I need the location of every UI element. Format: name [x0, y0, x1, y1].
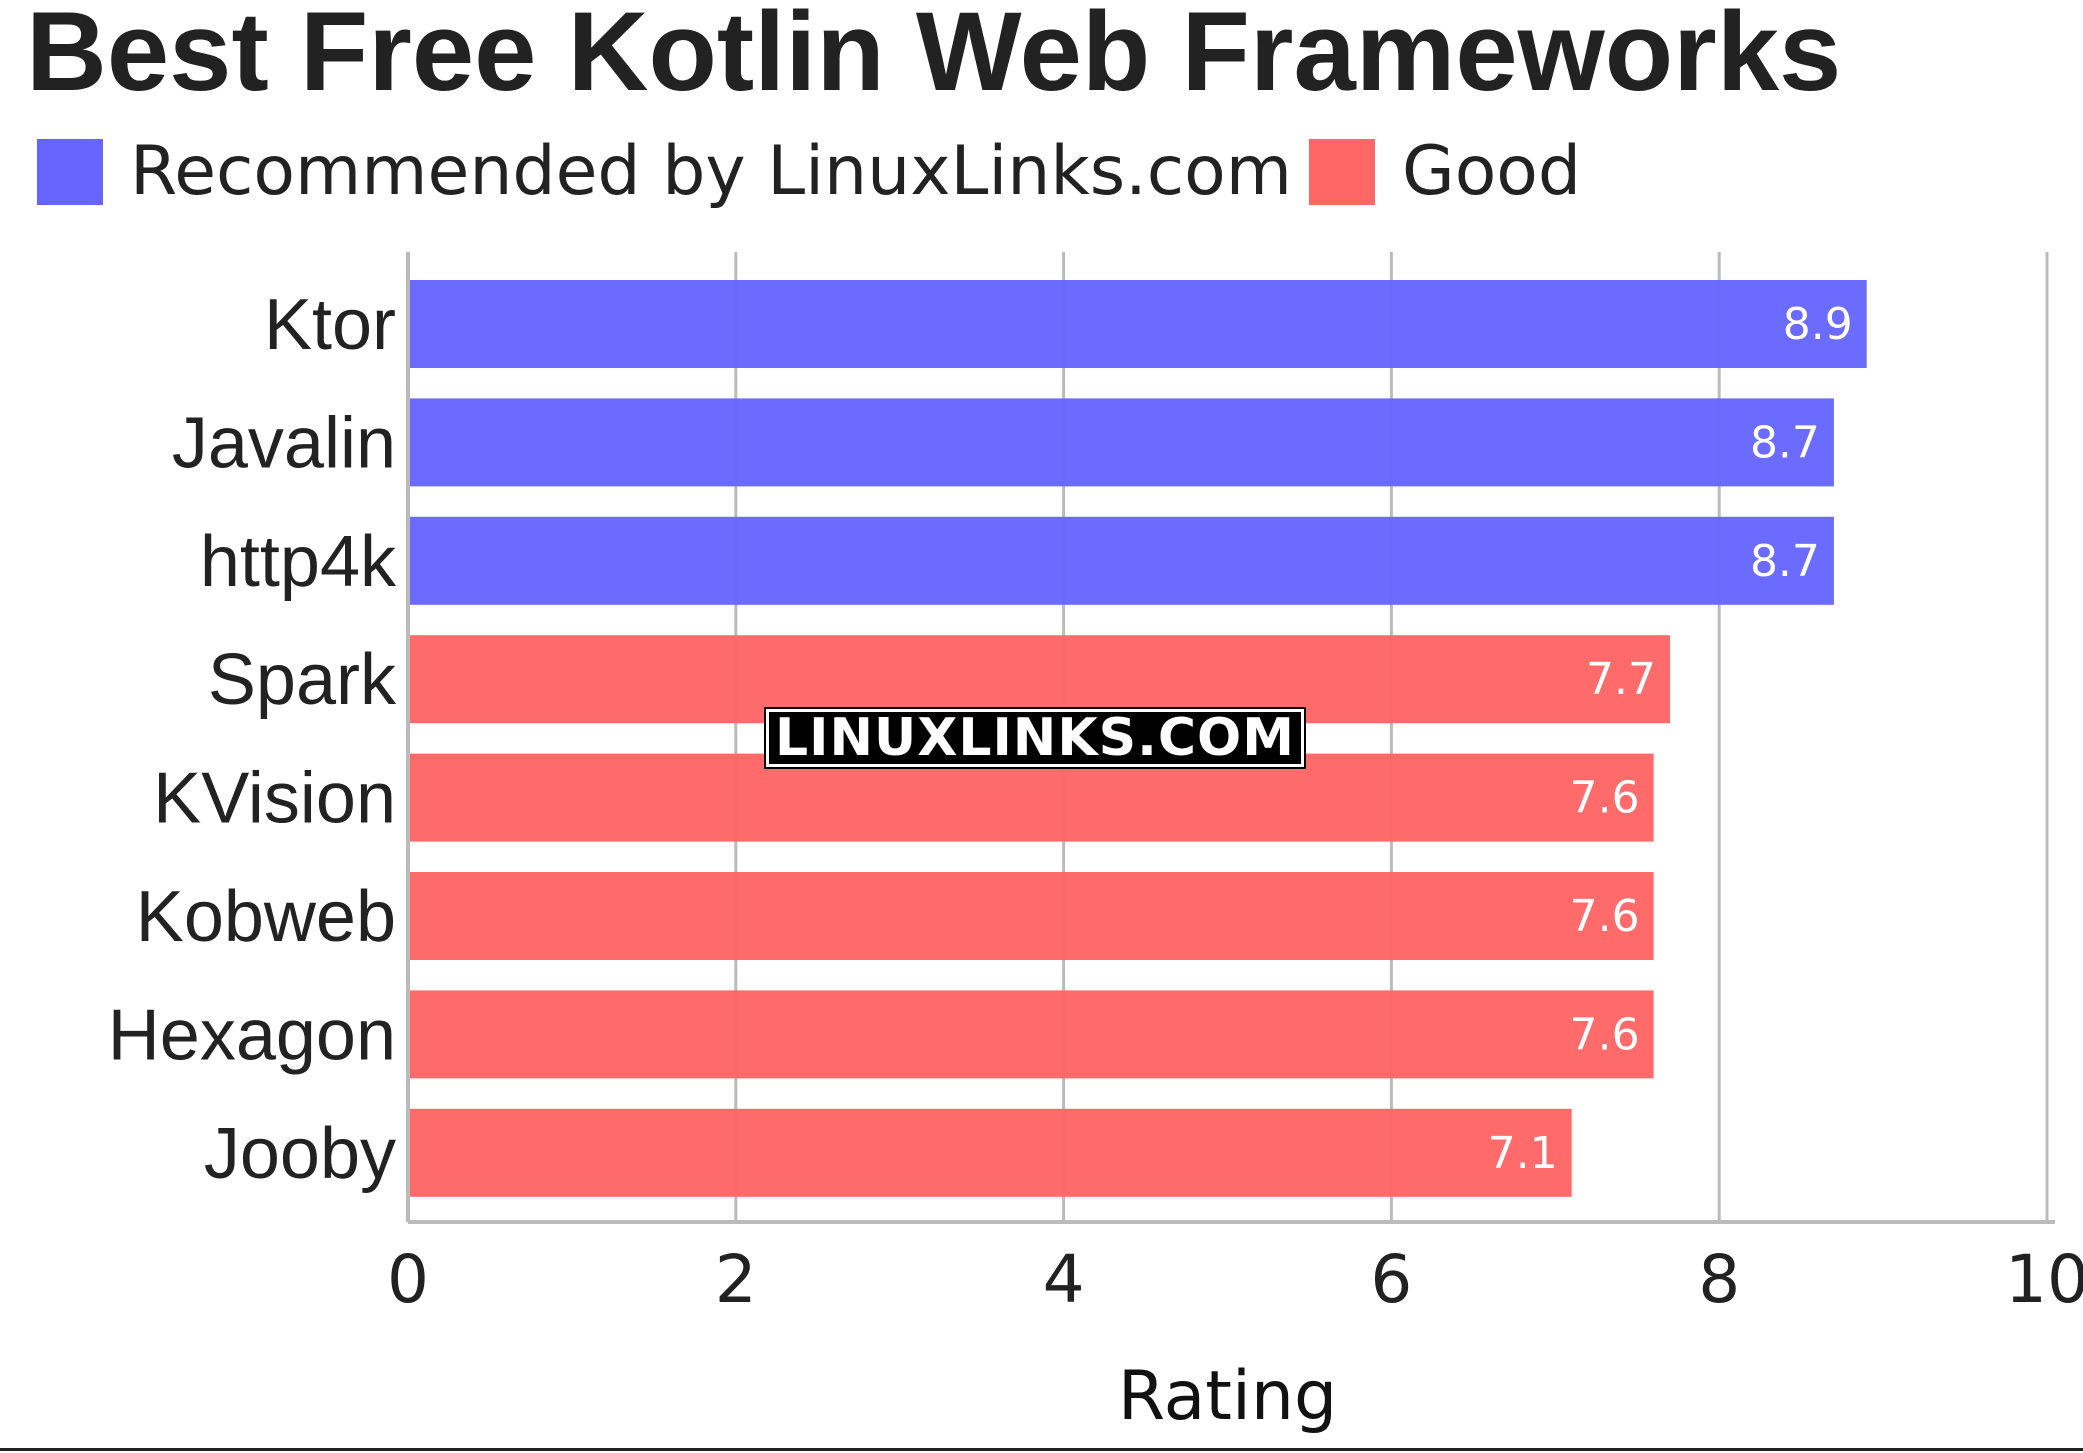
x-tick-label-2: 2 — [715, 1241, 757, 1318]
bar-kvision — [408, 753, 1654, 842]
bars: 8.9 8.7 8.7 7.7 7.6 7.6 7.6 7.1 — [408, 280, 1867, 1197]
x-tick-label-6: 6 — [1370, 1241, 1412, 1318]
bar-spark — [408, 635, 1671, 724]
legend-item-good: Good — [1309, 136, 1581, 208]
bottom-divider — [0, 1448, 2083, 1451]
bar-ktor — [408, 280, 1867, 368]
bar-jooby — [408, 1108, 1572, 1197]
watermark-logo: LINUXLINKS.COM — [764, 707, 1306, 769]
category-label-javalin: Javalin — [172, 403, 396, 483]
legend-swatch-good — [1309, 139, 1375, 205]
category-label-ktor: Ktor — [264, 285, 396, 365]
x-tick-label-8: 8 — [1698, 1241, 1740, 1318]
bar-hexagon — [408, 990, 1654, 1079]
legend-swatch-recommended — [37, 139, 103, 205]
category-label-kobweb: Kobweb — [136, 877, 396, 957]
value-label-ktor: 8.9 — [1783, 299, 1853, 350]
x-tick-label-0: 0 — [387, 1241, 429, 1318]
category-label-kvision: KVision — [153, 759, 396, 839]
x-axis-title: Rating — [1118, 1357, 1337, 1436]
x-tick-label-4: 4 — [1043, 1241, 1085, 1318]
legend-item-recommended: Recommended by LinuxLinks.com — [37, 136, 1292, 208]
value-label-spark: 7.7 — [1586, 654, 1656, 705]
value-label-hexagon: 7.6 — [1570, 1009, 1640, 1060]
category-label-http4k: http4k — [200, 522, 397, 602]
value-label-javalin: 8.7 — [1750, 417, 1820, 468]
legend-label-good: Good — [1402, 132, 1582, 211]
bar-javalin — [408, 398, 1834, 487]
x-tick-label-10: 10 — [2005, 1241, 2083, 1318]
chart-title: Best Free Kotlin Web Frameworks — [26, 0, 1842, 114]
category-label-hexagon: Hexagon — [108, 995, 396, 1075]
value-label-kvision: 7.6 — [1570, 773, 1640, 824]
value-label-jooby: 7.1 — [1488, 1128, 1558, 1179]
value-label-kobweb: 7.6 — [1570, 891, 1640, 942]
bar-http4k — [408, 516, 1834, 605]
value-label-http4k: 8.7 — [1750, 536, 1820, 587]
axes: Ktor Javalin http4k Spark KVision Kobweb Hexag… — [108, 252, 2083, 1318]
category-label-spark: Spark — [208, 640, 397, 720]
bar-kobweb — [408, 872, 1654, 960]
category-label-jooby: Jooby — [204, 1114, 396, 1194]
legend-label-recommended: Recommended by LinuxLinks.com — [130, 132, 1292, 211]
